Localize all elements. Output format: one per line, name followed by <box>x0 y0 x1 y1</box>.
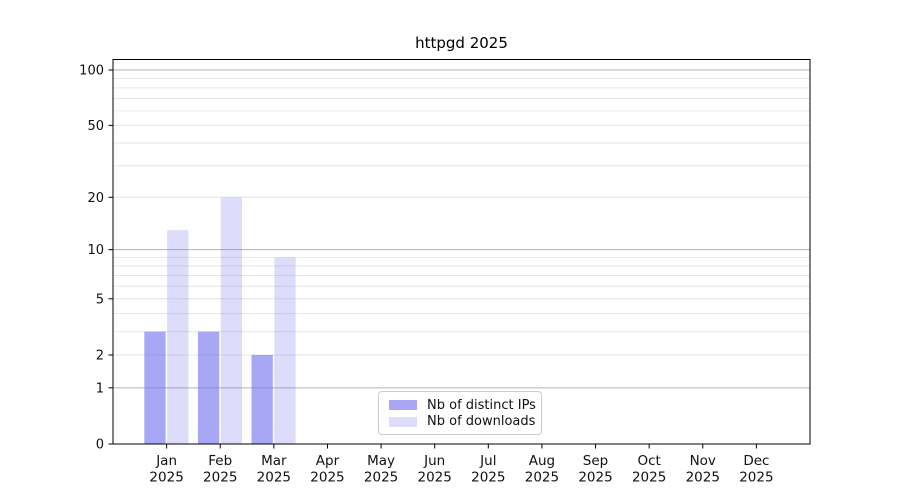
ytick-label-20: 20 <box>87 191 104 206</box>
xtick-label-jun: Jun 2025 <box>418 453 452 486</box>
xtick-label-nov: Nov 2025 <box>686 453 720 486</box>
legend-item-downloads: Nb of downloads <box>389 414 535 431</box>
ytick-label-5: 5 <box>96 292 104 307</box>
xtick-label-sep: Sep 2025 <box>578 453 612 486</box>
bar-distinct-ips-feb <box>197 331 220 444</box>
bar-downloads-mar <box>274 257 296 444</box>
bar-downloads-feb <box>220 197 243 444</box>
legend-item-distinct-ips: Nb of distinct IPs <box>389 397 536 414</box>
ytick-label-10: 10 <box>87 243 104 258</box>
ytick-label-2: 2 <box>96 348 104 363</box>
bar-downloads-jan <box>167 230 189 444</box>
legend-label-distinct-ips: Nb of distinct IPs <box>427 397 536 413</box>
bar-distinct-ips-mar <box>251 354 273 444</box>
legend-swatch-distinct-ips <box>389 400 417 411</box>
xtick-label-aug: Aug 2025 <box>525 453 559 486</box>
xtick-label-jul: Jul 2025 <box>471 453 505 486</box>
ytick-label-50: 50 <box>87 119 104 134</box>
axes-spines <box>112 59 811 445</box>
xtick-label-mar: Mar 2025 <box>257 453 291 486</box>
ytick-label-1: 1 <box>96 381 104 396</box>
legend-swatch-downloads <box>389 416 417 427</box>
xtick-label-apr: Apr 2025 <box>310 453 344 486</box>
chart-title: httpgd 2025 <box>415 34 508 52</box>
xtick-label-dec: Dec 2025 <box>739 453 773 486</box>
bar-distinct-ips-jan <box>144 331 166 444</box>
xtick-label-may: May 2025 <box>364 453 398 486</box>
ytick-label-0: 0 <box>96 438 104 453</box>
legend: Nb of distinct IPs Nb of downloads <box>378 391 542 435</box>
ytick-label-100: 100 <box>79 64 104 79</box>
xtick-label-oct: Oct 2025 <box>632 453 666 486</box>
xtick-label-feb: Feb 2025 <box>203 453 237 486</box>
legend-label-downloads: Nb of downloads <box>427 414 536 430</box>
xtick-label-jan: Jan 2025 <box>149 453 183 486</box>
